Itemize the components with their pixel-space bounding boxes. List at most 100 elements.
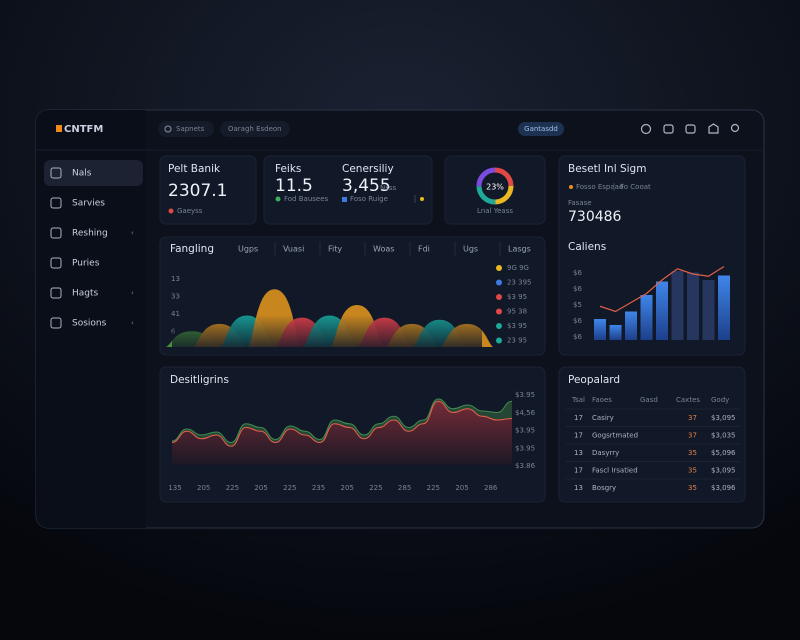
tab[interactable]: Vuasi [283, 245, 304, 254]
table-cell: 17 [574, 467, 583, 475]
logo: CNTFM [64, 124, 103, 135]
section-title: Caliens [568, 241, 606, 253]
table-cell: 17 [574, 414, 583, 422]
search-text: Sapnets [176, 125, 205, 133]
icon-apps[interactable] [685, 124, 696, 134]
summary-tag: Fosso Espaad [576, 183, 623, 191]
table-cell: 13 [574, 484, 583, 492]
y-tick-label: 41 [171, 310, 180, 318]
card [444, 155, 546, 225]
donut-segment [476, 167, 514, 205]
nav-icon [50, 227, 62, 239]
summary-tag: Fo Cooat [620, 183, 651, 191]
badge[interactable] [518, 122, 564, 136]
y-tick-label: $6 [573, 285, 582, 293]
dot [569, 185, 573, 189]
x-tick-label: 205 [197, 484, 210, 492]
nav-item[interactable]: Sarvies [72, 199, 105, 209]
table-cell: 35 [688, 449, 697, 457]
dot [342, 197, 347, 202]
legend-dot [496, 294, 502, 300]
dot [168, 208, 174, 214]
legend-label: $3 95 [507, 293, 527, 301]
nav-item[interactable]: Nals [72, 169, 92, 179]
summary-value: 730486 [568, 209, 622, 225]
legend-dot [496, 265, 502, 271]
y-tick-label: $6 [573, 317, 582, 325]
x-tick-label: 285 [398, 484, 411, 492]
nav-icon [50, 257, 62, 269]
table-cell: $3,095 [711, 414, 736, 422]
icon-bell[interactable] [708, 123, 719, 134]
x-tick-label: 235 [312, 484, 325, 492]
y-tick-label: $3.95 [515, 427, 535, 435]
tab[interactable]: Lasgs [508, 245, 531, 254]
card-value: 2307.1 [168, 181, 227, 201]
nav-item[interactable]: Reshing [72, 229, 108, 239]
section-title: Fangling [170, 243, 214, 255]
column [594, 319, 606, 340]
filter-text: Oaragh Esdeon [228, 125, 282, 133]
nav-item[interactable]: Sosions [72, 319, 107, 329]
section-title: Desitligrins [170, 374, 229, 386]
tab[interactable]: Fdi [418, 245, 430, 254]
table-cell: 13 [574, 449, 583, 457]
x-tick-label: 225 [369, 484, 382, 492]
card [159, 155, 257, 225]
x-tick-label: 225 [283, 484, 296, 492]
column [702, 280, 715, 340]
card-title: Cenersiliy [342, 163, 394, 175]
filter-box[interactable] [220, 121, 290, 137]
chevron: ‹ [131, 289, 134, 297]
icon-chat[interactable] [663, 124, 674, 134]
chevron: ‹ [131, 319, 134, 327]
y-tick-label: $4,56 [515, 409, 536, 417]
donut-segment [476, 167, 514, 205]
table-cell: $3,096 [711, 484, 736, 492]
tab[interactable]: Fity [328, 245, 342, 254]
sidebar [36, 110, 146, 528]
table-header: Gasd [640, 396, 658, 404]
y-tick-label: $3.86 [515, 462, 536, 470]
legend-label: $3 95 [507, 322, 527, 330]
card [558, 366, 746, 503]
badge-text: Gantasdd [524, 125, 558, 133]
y-tick-label: 13 [171, 275, 180, 283]
sidebar-active [44, 160, 143, 186]
tab[interactable]: Woas [373, 245, 394, 254]
donut-segment [476, 167, 514, 205]
tab[interactable]: Ugs [463, 245, 478, 254]
table-header: Caxtes [676, 396, 700, 404]
legend-dot [496, 337, 502, 344]
card-title: Feiks [275, 163, 301, 175]
x-tick-label: 225 [226, 484, 239, 492]
table-cell: $3,095 [711, 467, 736, 475]
y-tick-label: $3.95 [515, 391, 535, 399]
y-tick-label: $5 [573, 301, 582, 309]
icon-user[interactable] [730, 123, 740, 133]
area-line [171, 398, 513, 444]
x-tick-label: 205 [254, 484, 267, 492]
table-cell: Casiry [592, 414, 614, 422]
tab[interactable]: Ugps [238, 245, 258, 254]
nav-icon [50, 317, 62, 329]
card-value: 3,455 [342, 176, 391, 196]
table-header: Gody [711, 396, 729, 404]
card-note: Fod Bausees [284, 195, 329, 203]
legend-dot [496, 279, 502, 286]
table-cell: Gogsrtmated [592, 432, 638, 440]
nav-item[interactable]: Puries [72, 259, 100, 269]
dot [420, 197, 424, 201]
x-tick-label: 205 [455, 484, 468, 492]
nav-item[interactable]: Hagts [72, 289, 99, 299]
section-title: Peopalard [568, 374, 620, 386]
legend-label: 23 395 [507, 279, 532, 287]
card-unit: Nsss [380, 184, 397, 192]
chevron: ‹ [131, 229, 134, 237]
search-box[interactable] [158, 121, 214, 137]
x-tick-label: 135 [168, 484, 181, 492]
card-title: Pelt Banik [168, 163, 221, 175]
icon-clock[interactable] [640, 123, 652, 135]
table-cell: Bosgry [592, 484, 616, 492]
y-tick-label: $3.95 [515, 444, 535, 452]
